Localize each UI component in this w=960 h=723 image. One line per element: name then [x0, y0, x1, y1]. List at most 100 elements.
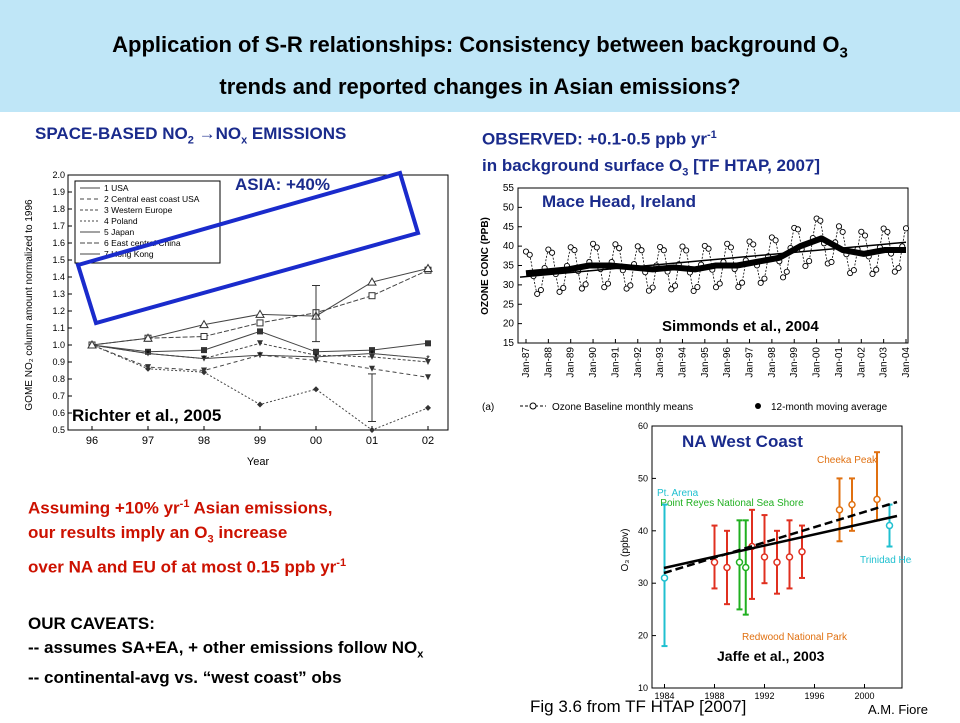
- mace-monthly-point: [880, 225, 887, 232]
- mace-xtick-label: Jan-90: [588, 347, 599, 378]
- mace-xtick-label: Jan-01: [834, 347, 845, 378]
- mace-monthly-point: [694, 284, 701, 291]
- mace-monthly-point: [873, 266, 880, 273]
- gome-legend-entry: 6 East central China: [104, 238, 181, 248]
- na-ytick-label: 20: [638, 631, 648, 641]
- gome-no2-panel: 0.5 0.6 0.7 0.8 0.9 1.0 1.1 1.2 1.3 1.4 1.5 1.6 1.7 1…: [20, 155, 465, 475]
- gome-xtick-label: 99: [254, 435, 266, 447]
- gome-point: [257, 401, 263, 408]
- gome-point: *: [426, 354, 430, 364]
- mace-monthly-point: [604, 280, 612, 287]
- mace-monthly-point: [690, 287, 697, 294]
- gome-point: [200, 333, 208, 340]
- mace-xtick-label: Jan-04: [901, 347, 912, 378]
- na-chart: 10 20 30 40 50 60 1984 1988 1992 1996 2000 O₃ (pp…: [620, 421, 922, 701]
- na-west-coast-panel: 10 20 30 40 50 60 1984 1988 1992 1996 2000 O₃ (pp…: [612, 418, 922, 718]
- mace-xtick-label: Jan-91: [610, 347, 621, 378]
- mace-monthly-point: [549, 249, 556, 256]
- na-label-trinidad: Trinidad Head: [860, 555, 912, 566]
- gome-point: [425, 359, 431, 365]
- gome-ytick-label: 1.4: [52, 272, 65, 282]
- mace-monthly-point: [794, 226, 802, 233]
- mace-monthly-point: [522, 248, 530, 255]
- na-ytick-label: 30: [638, 578, 648, 588]
- mace-monthly-point: [861, 232, 869, 239]
- gome-ytick-label: 1.7: [52, 221, 65, 231]
- na-label-arena: Pt. Arena: [657, 488, 699, 499]
- mace-ytick-label: 30: [503, 280, 515, 291]
- mace-monthly-point: [537, 286, 544, 294]
- gome-point: [425, 374, 431, 381]
- mace-monthly-point: [839, 228, 846, 235]
- na-point: [873, 495, 881, 504]
- gome-ytick-label: 1.9: [52, 187, 65, 197]
- slide-title: Application of S-R relationships: Consis…: [112, 32, 848, 100]
- mace-head-panel: 15 20 25 30 35 40 45 50 55 Jan-87 Jan-88 Jan-89 Jan…: [468, 178, 918, 418]
- gome-point: [367, 277, 377, 286]
- mace-monthly-point: [668, 286, 675, 293]
- mace-monthly-point: [891, 268, 898, 275]
- na-ytick-label: 10: [638, 683, 648, 693]
- na-label-reyes: Point Reyes National Sea Shore: [660, 498, 804, 509]
- gome-xtick-label: 98: [198, 435, 210, 447]
- gome-point: [201, 347, 207, 354]
- title-banner: [0, 0, 960, 112]
- mace-ytick-label: 20: [503, 319, 515, 330]
- mace-monthly-point: [623, 285, 630, 292]
- na-point: [723, 563, 731, 572]
- gome-point: [368, 292, 376, 300]
- na-xtick-label: 1988: [704, 691, 724, 701]
- mace-monthly-point: [638, 247, 645, 254]
- gome-point: [145, 365, 151, 372]
- na-xtick-label: 2000: [854, 691, 874, 701]
- gome-ytick-label: 0.8: [52, 374, 65, 384]
- mace-xtick-label: Jan-03: [879, 347, 890, 378]
- na-point: [760, 553, 769, 561]
- mace-monthly-point: [671, 282, 679, 289]
- mace-monthly-point: [835, 223, 842, 230]
- mace-monthly-point: [660, 247, 667, 254]
- assuming-text: Assuming +10% yr-1 Asian emissions, our …: [28, 498, 347, 577]
- gome-ytick-label: 1.8: [52, 204, 65, 214]
- gome-point: *: [202, 354, 206, 364]
- na-xtick-label: 1992: [754, 691, 774, 701]
- mace-monthly-point: [571, 247, 578, 254]
- gome-xtick-label: 97: [142, 435, 154, 447]
- gome-xtick-label: 02: [422, 435, 434, 447]
- mace-monthly-point: [582, 281, 589, 288]
- gome-point: [425, 340, 431, 347]
- right-heading: OBSERVED: +0.1-0.5 ppb yr-1 in backgroun…: [482, 129, 821, 179]
- mace-monthly-point: [578, 285, 585, 292]
- na-ytick-label: 50: [638, 473, 648, 483]
- gome-xtick-label: 00: [310, 435, 322, 447]
- gome-legend-entry: 2 Central east coast USA: [104, 194, 200, 204]
- gome-ytick-label: 1.2: [52, 306, 65, 316]
- gome-credit: Richter et al., 2005: [72, 406, 222, 426]
- mace-monthly-point: [850, 267, 857, 274]
- mace-monthly-point: [869, 270, 876, 277]
- gome-point: [313, 386, 319, 393]
- mace-xtick-label: Jan-95: [700, 347, 711, 378]
- gome-point: [313, 357, 319, 364]
- mace-chart: 15 20 25 30 35 40 45 50 55 Jan-87 Jan-88 Jan-89 Jan…: [480, 183, 912, 413]
- gome-ytick-label: 1.1: [52, 323, 65, 333]
- mace-monthly-point: [757, 279, 764, 286]
- mace-ytick-label: 15: [503, 338, 515, 349]
- gome-point: [423, 263, 433, 272]
- mace-monthly-point: [761, 275, 768, 282]
- mace-head-label: Mace Head, Ireland: [542, 192, 697, 211]
- na-point: [773, 558, 781, 566]
- gome-point: [199, 319, 209, 329]
- mace-ytick-label: 25: [503, 299, 515, 310]
- gome-ytick-label: 2.0: [52, 170, 65, 180]
- mace-monthly-point: [712, 284, 720, 291]
- gome-xtick-label: 01: [366, 435, 378, 447]
- mace-xtick-label: Jan-87: [521, 347, 532, 378]
- gome-chart: 0.5 0.6 0.7 0.8 0.9 1.0 1.1 1.2 1.3 1.4 1.5 1.6 1.7 1…: [24, 170, 449, 468]
- mace-monthly-point: [634, 243, 641, 250]
- gome-point: [256, 319, 264, 327]
- gome-legend-entry: 1 USA: [104, 183, 129, 193]
- mace-ylabel: OZONE CONC (PPB): [480, 217, 491, 315]
- gome-legend-entry: 3 Western Europe: [104, 205, 173, 215]
- mace-monthly-point: [593, 244, 600, 251]
